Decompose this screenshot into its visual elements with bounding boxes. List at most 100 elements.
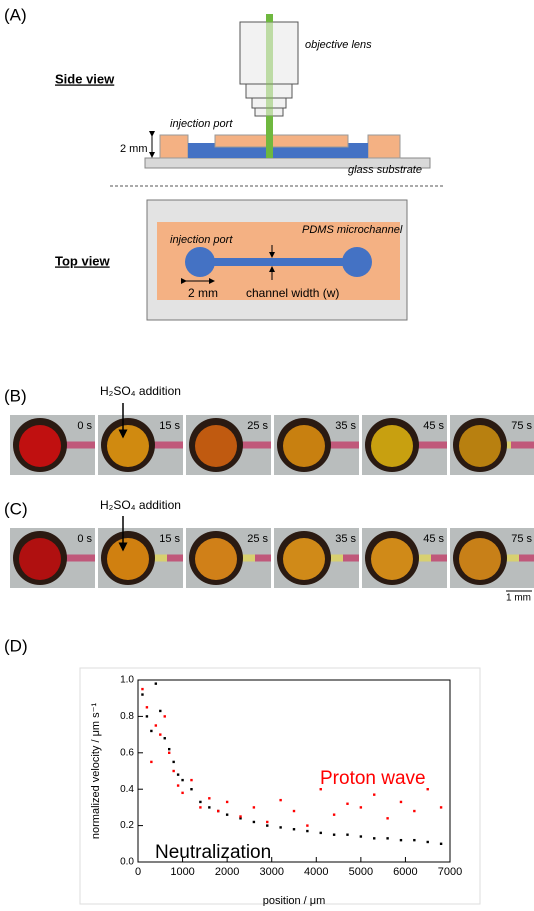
x-tick-label: 4000 [304, 866, 328, 878]
y-tick-label: 0.6 [120, 747, 134, 758]
x-axis-label: position / μm [263, 895, 326, 906]
channel-front [241, 555, 255, 562]
point [279, 826, 281, 828]
panel-label: (C) [4, 499, 28, 518]
point [386, 837, 388, 839]
point [253, 806, 255, 808]
point [226, 801, 228, 803]
y-tick-label: 0.0 [120, 857, 134, 868]
time-label: 75 s [511, 533, 532, 545]
point [427, 788, 429, 790]
y-tick-label: 0.2 [120, 820, 134, 831]
point [155, 682, 157, 684]
point [172, 770, 174, 772]
point [150, 761, 152, 763]
point [346, 834, 348, 836]
figure: (A) Side view objective lens injection p… [0, 0, 534, 906]
droplet-core [195, 425, 237, 467]
channel-front [153, 555, 167, 562]
point [177, 773, 179, 775]
point [333, 834, 335, 836]
point [199, 801, 201, 803]
point [155, 724, 157, 726]
point [400, 839, 402, 841]
y-axis-label: normalized velocity / μm s⁻¹ [90, 703, 102, 840]
point [333, 813, 335, 815]
point [440, 806, 442, 808]
droplet-core [283, 538, 325, 580]
material-label: PDMS microchannel [302, 224, 403, 236]
point [199, 806, 201, 808]
point [346, 803, 348, 805]
y-tick-label: 0.4 [120, 784, 134, 795]
point [217, 810, 219, 812]
channel-front [505, 555, 519, 562]
droplet-core [19, 538, 61, 580]
point [226, 813, 228, 815]
point [279, 799, 281, 801]
scale-label: 1 mm [506, 593, 531, 604]
point [146, 715, 148, 717]
panel-label: (A) [4, 5, 27, 24]
x-tick-label: 7000 [438, 866, 462, 878]
time-label: 45 s [423, 533, 444, 545]
channel-front [329, 555, 343, 562]
point [360, 806, 362, 808]
point [177, 784, 179, 786]
top-section [147, 200, 407, 320]
droplet-core [371, 538, 413, 580]
x-tick-label: 1000 [170, 866, 194, 878]
point [440, 843, 442, 845]
time-label: 0 s [77, 420, 92, 432]
time-label: 35 s [335, 533, 356, 545]
time-label: 45 s [423, 420, 444, 432]
time-label: 15 s [159, 533, 180, 545]
port-size-label: 2 mm [188, 286, 218, 300]
objective-label: objective lens [305, 39, 372, 51]
point [181, 779, 183, 781]
time-label: 35 s [335, 420, 356, 432]
point [168, 748, 170, 750]
point [306, 824, 308, 826]
time-label: 15 s [159, 420, 180, 432]
point [181, 792, 183, 794]
annotation: H₂SO₄ addition [100, 498, 181, 512]
point [360, 835, 362, 837]
point [400, 801, 402, 803]
point [306, 830, 308, 832]
droplet-core [371, 425, 413, 467]
point [253, 821, 255, 823]
substrate-label: glass substrate [348, 164, 422, 176]
droplet-core [195, 538, 237, 580]
series-label: Proton wave [320, 768, 426, 789]
point [172, 761, 174, 763]
point [141, 688, 143, 690]
droplet-core [19, 425, 61, 467]
droplet-core [107, 538, 149, 580]
point [386, 817, 388, 819]
x-tick-label: 5000 [349, 866, 373, 878]
point [190, 788, 192, 790]
point [164, 715, 166, 717]
droplet-core [459, 425, 501, 467]
time-label: 0 s [77, 533, 92, 545]
point [159, 710, 161, 712]
point [293, 828, 295, 830]
side-view-title: Side view [55, 71, 115, 86]
y-tick-label: 0.8 [120, 711, 134, 722]
point [146, 706, 148, 708]
droplet-core [283, 425, 325, 467]
time-label: 75 s [511, 420, 532, 432]
point [266, 824, 268, 826]
time-label: 25 s [247, 420, 268, 432]
point [293, 810, 295, 812]
droplet-core [107, 425, 149, 467]
point [413, 810, 415, 812]
point [373, 837, 375, 839]
series-label: Neutralization [155, 842, 271, 863]
point [208, 806, 210, 808]
y-tick-label: 1.0 [120, 675, 134, 686]
x-tick-label: 2000 [215, 866, 239, 878]
x-tick-label: 3000 [259, 866, 283, 878]
channel-width-label: channel width (w) [246, 286, 339, 300]
